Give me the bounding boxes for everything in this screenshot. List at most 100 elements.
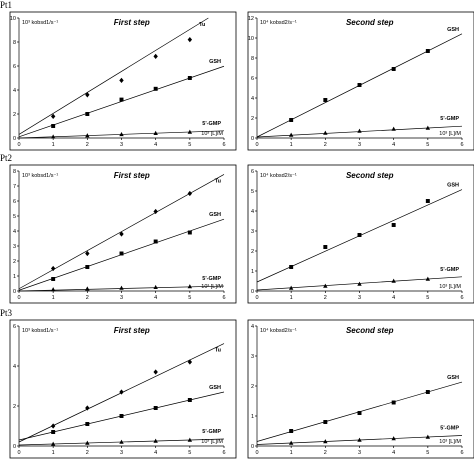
- y-tick-label-0-4: 8: [13, 40, 16, 46]
- data-point-5-1-4: [425, 434, 431, 439]
- series-label-1-0: GSH: [447, 27, 459, 33]
- data-point-4-1-1: [85, 422, 90, 426]
- x-tick-label-0-0: 0: [17, 142, 20, 148]
- data-point-4-2-3: [153, 438, 158, 443]
- y-tick-label-3-1: 1: [251, 269, 254, 275]
- fit-line-0-0: [18, 17, 209, 135]
- data-point-5-1-3: [391, 436, 396, 441]
- y-tick-label-4-3: 6: [13, 324, 16, 330]
- data-point-2-0-3: [153, 208, 158, 215]
- x-tick-label-4-0: 0: [17, 450, 20, 456]
- x-tick-label-4-1: 1: [52, 450, 55, 456]
- x-tick-label-2-3: 3: [120, 295, 123, 301]
- x-tick-label-5-5: 5: [426, 450, 429, 456]
- y-axis-label-2: 10³ kobsd1/s⁻¹: [22, 173, 58, 179]
- y-tick-label-0-0: 0: [13, 136, 16, 142]
- x-axis-label-5: 10³ [L]/M: [439, 439, 461, 445]
- x-tick-label-5-0: 0: [255, 450, 258, 456]
- x-tick-label-5-3: 3: [358, 450, 361, 456]
- x-tick-label-2-2: 2: [86, 295, 89, 301]
- y-axis-label-0: 10³ kobsd1/s⁻¹: [22, 20, 58, 26]
- y-tick-label-3-0: 0: [251, 289, 254, 295]
- data-point-1-0-1: [323, 98, 328, 102]
- x-tick-label-3-4: 4: [392, 295, 395, 301]
- y-tick-label-1-0: 0: [251, 136, 254, 142]
- series-label-4-0: Tu: [215, 348, 221, 354]
- chart-panel-2: 0 1 2 3 4 5 6 0 1 2 3 4 5 6 7 8 10³ kobsd1/s⁻¹ 10³ [L]/M F…: [9, 164, 237, 304]
- x-tick-label-5-2: 2: [324, 450, 327, 456]
- series-label-4-2: 5'-GMP: [202, 429, 221, 435]
- data-point-3-1-0: [288, 285, 294, 290]
- data-point-3-0-3: [391, 223, 396, 227]
- x-tick-label-2-5: 5: [188, 295, 191, 301]
- data-point-0-0-2: [119, 77, 124, 84]
- y-axis-label-1: 10⁴ kobsd2/s⁻¹: [260, 19, 297, 26]
- chart-panel-3: 0 1 2 3 4 5 6 0 1 2 3 4 5 6 10⁴ kobsd2/s⁻¹ 10³ [L]/M Sec…: [247, 164, 474, 304]
- data-point-0-2-3: [153, 130, 158, 135]
- data-point-0-0-3: [153, 53, 158, 60]
- data-point-5-1-1: [323, 439, 328, 444]
- data-point-4-2-4: [187, 437, 193, 442]
- x-axis-label-2: 10³ [L]/M: [201, 284, 223, 290]
- y-tick-label-3-4: 4: [251, 209, 254, 215]
- data-point-0-2-4: [187, 129, 193, 134]
- y-tick-label-0-1: 2: [13, 112, 16, 118]
- y-tick-label-5-2: 2: [251, 384, 254, 390]
- data-point-1-1-3: [391, 126, 396, 131]
- x-tick-label-0-2: 2: [86, 142, 89, 148]
- data-point-2-2-2: [119, 285, 124, 290]
- x-tick-label-2-0: 0: [17, 295, 20, 301]
- x-tick-label-1-5: 5: [426, 142, 429, 148]
- x-tick-label-2-4: 4: [154, 295, 157, 301]
- data-point-2-1-0: [51, 277, 56, 281]
- y-axis-label-5: 10⁴ kobsd2/s⁻¹: [260, 327, 297, 334]
- y-tick-label-5-4: 4: [251, 324, 254, 330]
- y-tick-label-2-3: 3: [13, 244, 16, 250]
- series-label-5-1: 5'-GMP: [440, 426, 459, 432]
- x-tick-label-3-2: 2: [324, 295, 327, 301]
- y-axis-label-3: 10⁴ kobsd2/s⁻¹: [260, 172, 297, 179]
- data-point-4-2-2: [119, 439, 124, 444]
- data-point-2-0-0: [50, 265, 56, 272]
- x-tick-label-4-4: 4: [154, 450, 157, 456]
- series-label-2-0: Tu: [215, 178, 221, 184]
- x-tick-label-5-4: 4: [392, 450, 395, 456]
- x-tick-label-0-4: 4: [154, 142, 157, 148]
- data-point-0-0-0: [50, 113, 56, 120]
- data-point-4-1-2: [119, 414, 124, 418]
- chart-panel-0: 0 1 2 3 4 5 6 0 2 4 6 8 10 10³ kobsd1/s⁻¹ 10³ [L]/M Fir…: [9, 11, 237, 151]
- data-point-2-0-4: [187, 190, 193, 197]
- chart-frame-1: [247, 11, 474, 151]
- y-tick-label-0-2: 4: [13, 88, 16, 94]
- row-label-pt1: Pt1: [0, 0, 12, 10]
- data-point-1-0-0: [289, 118, 294, 122]
- data-point-3-1-1: [323, 283, 328, 288]
- data-point-4-0-1: [85, 405, 90, 411]
- y-tick-label-4-2: 4: [13, 364, 16, 370]
- y-tick-label-2-8: 8: [13, 169, 16, 175]
- x-tick-label-3-3: 3: [358, 295, 361, 301]
- data-point-2-2-3: [153, 284, 158, 290]
- y-tick-label-2-0: 0: [13, 289, 16, 295]
- data-point-1-1-1: [323, 130, 328, 135]
- series-label-4-1: GSH: [209, 385, 221, 391]
- y-tick-label-0-5: 10: [10, 16, 16, 22]
- data-point-5-1-0: [288, 440, 294, 445]
- chart-panel-4: 0 1 2 3 4 5 6 0 2 4 6 10³ kobsd1/s⁻¹ 10³ [L]/M First …: [9, 319, 237, 459]
- y-tick-label-5-1: 1: [251, 414, 254, 420]
- x-tick-label-1-3: 3: [358, 142, 361, 148]
- data-point-2-0-1: [85, 250, 90, 257]
- y-tick-label-2-2: 2: [13, 259, 16, 265]
- chart-frame-5: [247, 319, 474, 459]
- data-point-5-1-2: [357, 437, 362, 442]
- chart-title-3: Second step: [346, 171, 394, 180]
- x-tick-label-5-1: 1: [290, 450, 293, 456]
- x-tick-label-3-6: 6: [460, 295, 463, 301]
- data-point-5-0-2: [357, 411, 362, 415]
- data-point-4-2-1: [85, 440, 90, 445]
- data-point-0-1-0: [51, 124, 56, 128]
- series-label-0-1: GSH: [209, 59, 221, 65]
- series-label-2-1: GSH: [209, 212, 221, 218]
- x-tick-label-1-4: 4: [392, 142, 395, 148]
- x-tick-label-2-1: 1: [52, 295, 55, 301]
